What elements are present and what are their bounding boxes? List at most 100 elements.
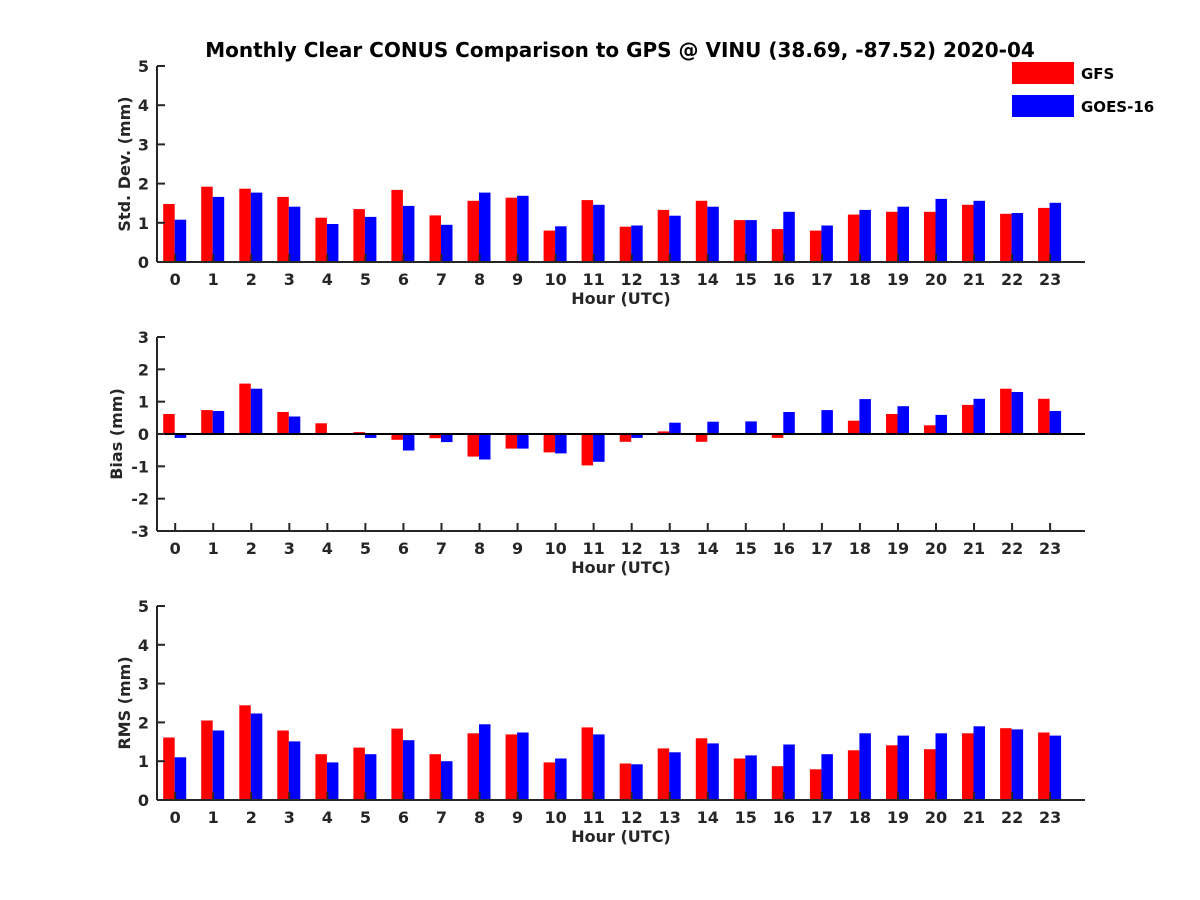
bar-gfs-hour-0	[163, 204, 175, 262]
bar-gfs-hour-7	[429, 215, 441, 262]
x-tick-label: 0	[170, 270, 181, 289]
y-axis-label: RMS (mm)	[115, 656, 134, 749]
bar-gfs-hour-0	[163, 737, 175, 800]
x-tick-label: 13	[659, 270, 681, 289]
bar-gfs-hour-6	[391, 728, 403, 800]
bar-gfs-hour-15	[733, 758, 746, 800]
bar-goes-16-hour-13	[669, 752, 681, 800]
bar-goes-16-hour-21	[973, 398, 985, 434]
bar-gfs-hour-14	[695, 434, 708, 442]
x-tick-label: 23	[1039, 539, 1061, 558]
bar-gfs-hour-22	[1000, 728, 1012, 800]
bar-gfs-hour-16	[771, 229, 784, 262]
bar-goes-16-hour-8	[479, 434, 491, 460]
x-tick-label: 12	[621, 270, 643, 289]
x-tick-label: 10	[544, 539, 566, 558]
bar-goes-16-hour-10	[555, 434, 567, 454]
bar-goes-16-hour-15	[745, 421, 757, 434]
bar-goes-16-hour-23	[1049, 202, 1062, 262]
x-tick-label: 22	[1001, 808, 1023, 827]
bar-goes-16-hour-1	[212, 730, 225, 800]
y-tick-label: 2	[138, 713, 149, 732]
bar-goes-16-hour-19	[897, 206, 909, 262]
x-tick-label: 1	[208, 539, 219, 558]
bar-gfs-hour-11	[581, 727, 594, 800]
bar-gfs-hour-18	[847, 214, 860, 262]
x-tick-label: 9	[512, 808, 523, 827]
bar-goes-16-hour-20	[935, 414, 947, 434]
bar-gfs-hour-23	[1038, 398, 1050, 434]
bar-goes-16-hour-5	[364, 434, 377, 438]
x-tick-label: 9	[512, 539, 523, 558]
y-tick-label: 1	[138, 752, 149, 771]
x-tick-label: 19	[887, 270, 909, 289]
bar-gfs-hour-4	[315, 217, 327, 262]
bar-goes-16-hour-21	[973, 200, 985, 262]
bar-gfs-hour-20	[924, 749, 936, 800]
bar-goes-16-hour-2	[250, 388, 263, 434]
bar-goes-16-hour-13	[669, 215, 681, 262]
bar-gfs-hour-16	[771, 434, 784, 438]
x-tick-label: 13	[659, 539, 681, 558]
x-tick-label: 7	[436, 808, 447, 827]
x-tick-label: 18	[849, 270, 871, 289]
y-tick-label: 3	[138, 328, 149, 347]
bar-goes-16-hour-17	[821, 225, 833, 262]
bar-goes-16-hour-6	[402, 434, 415, 451]
bar-gfs-hour-1	[201, 186, 213, 262]
bar-goes-16-hour-4	[326, 224, 339, 262]
bar-gfs-hour-3	[277, 412, 289, 434]
y-tick-label: 5	[138, 597, 149, 616]
y-tick-label: 5	[138, 57, 149, 76]
bar-gfs-hour-13	[657, 209, 670, 262]
bar-gfs-hour-10	[543, 434, 556, 453]
bar-gfs-hour-17	[809, 769, 822, 800]
x-tick-label: 8	[474, 270, 485, 289]
y-tick-label: 4	[138, 636, 149, 655]
y-tick-label: -3	[131, 522, 149, 541]
bar-goes-16-hour-19	[897, 406, 909, 434]
x-tick-label: 18	[849, 539, 871, 558]
bar-goes-16-hour-3	[288, 206, 301, 262]
legend-swatch-goes16	[1012, 95, 1074, 117]
x-tick-label: 11	[583, 539, 605, 558]
x-tick-label: 15	[735, 808, 757, 827]
x-tick-label: 15	[735, 539, 757, 558]
bar-goes-16-hour-8	[479, 192, 491, 262]
x-tick-label: 5	[360, 270, 371, 289]
bar-goes-16-hour-6	[402, 740, 415, 800]
bar-gfs-hour-15	[733, 220, 746, 262]
x-tick-label: 4	[322, 808, 333, 827]
bar-gfs-hour-2	[239, 383, 251, 434]
bar-goes-16-hour-13	[669, 422, 681, 434]
bar-gfs-hour-18	[847, 420, 860, 434]
x-tick-label: 8	[474, 808, 485, 827]
bar-gfs-hour-21	[962, 404, 974, 434]
x-tick-label: 2	[246, 539, 257, 558]
bar-gfs-hour-2	[239, 705, 251, 800]
bar-gfs-hour-18	[847, 750, 860, 800]
bar-gfs-hour-3	[277, 196, 289, 262]
y-tick-label: -1	[131, 457, 149, 476]
x-tick-label: 21	[963, 539, 985, 558]
bar-gfs-hour-9	[505, 434, 518, 449]
bar-goes-16-hour-11	[593, 434, 605, 462]
x-tick-label: 4	[322, 539, 333, 558]
x-tick-label: 22	[1001, 539, 1023, 558]
bar-goes-16-hour-4	[326, 762, 339, 800]
bar-gfs-hour-6	[391, 434, 403, 440]
x-tick-label: 20	[925, 539, 947, 558]
x-tick-label: 22	[1001, 270, 1023, 289]
bar-goes-16-hour-11	[593, 734, 605, 800]
bar-gfs-hour-13	[657, 431, 670, 434]
y-axis-label: Std. Dev. (mm)	[115, 96, 134, 231]
y-tick-label: 2	[138, 360, 149, 379]
bar-gfs-hour-20	[924, 211, 936, 262]
bar-goes-16-hour-16	[783, 744, 795, 800]
x-tick-label: 13	[659, 808, 681, 827]
legend-swatch-gfs	[1012, 62, 1074, 84]
x-tick-label: 14	[697, 539, 719, 558]
bar-gfs-hour-4	[315, 423, 327, 434]
